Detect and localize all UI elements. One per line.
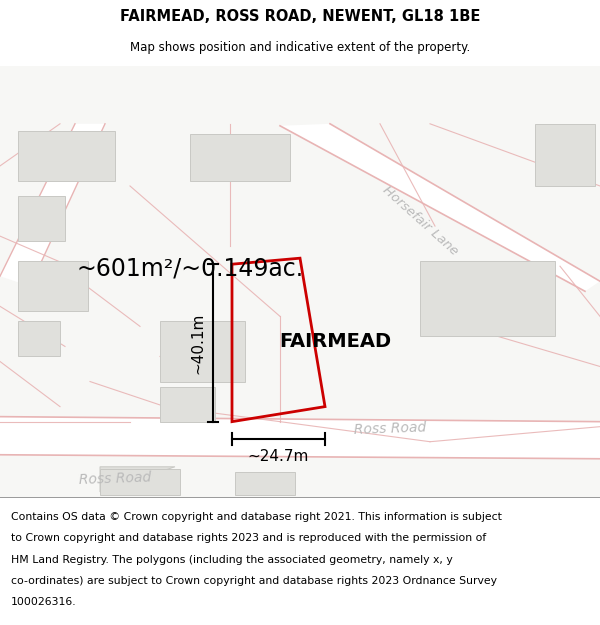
Text: ~601m²/~0.149ac.: ~601m²/~0.149ac. [76, 256, 304, 280]
Polygon shape [0, 124, 105, 286]
Text: Ross Road: Ross Road [79, 471, 151, 487]
Text: HM Land Registry. The polygons (including the associated geometry, namely x, y: HM Land Registry. The polygons (includin… [11, 554, 452, 564]
Polygon shape [100, 469, 180, 495]
Polygon shape [535, 124, 595, 186]
Text: FAIRMEAD, ROSS ROAD, NEWENT, GL18 1BE: FAIRMEAD, ROSS ROAD, NEWENT, GL18 1BE [120, 9, 480, 24]
Polygon shape [18, 196, 65, 241]
Text: Map shows position and indicative extent of the property.: Map shows position and indicative extent… [130, 41, 470, 54]
Polygon shape [420, 261, 555, 336]
Text: Contains OS data © Crown copyright and database right 2021. This information is : Contains OS data © Crown copyright and d… [11, 512, 502, 522]
Text: Horsefair Lane: Horsefair Lane [380, 184, 460, 258]
Polygon shape [18, 261, 88, 311]
Polygon shape [190, 134, 290, 181]
Text: FAIRMEAD: FAIRMEAD [279, 332, 391, 351]
Polygon shape [160, 386, 215, 422]
Text: 100026316.: 100026316. [11, 597, 76, 607]
Polygon shape [235, 472, 295, 495]
Polygon shape [0, 417, 600, 459]
Text: ~24.7m: ~24.7m [248, 449, 309, 464]
Text: Ross Road: Ross Road [353, 421, 427, 437]
Polygon shape [100, 467, 175, 492]
Polygon shape [18, 131, 115, 181]
Polygon shape [160, 321, 245, 381]
Text: ~40.1m: ~40.1m [191, 312, 205, 374]
Polygon shape [280, 124, 600, 291]
Text: to Crown copyright and database rights 2023 and is reproduced with the permissio: to Crown copyright and database rights 2… [11, 533, 486, 543]
Polygon shape [18, 321, 60, 356]
Text: co-ordinates) are subject to Crown copyright and database rights 2023 Ordnance S: co-ordinates) are subject to Crown copyr… [11, 576, 497, 586]
